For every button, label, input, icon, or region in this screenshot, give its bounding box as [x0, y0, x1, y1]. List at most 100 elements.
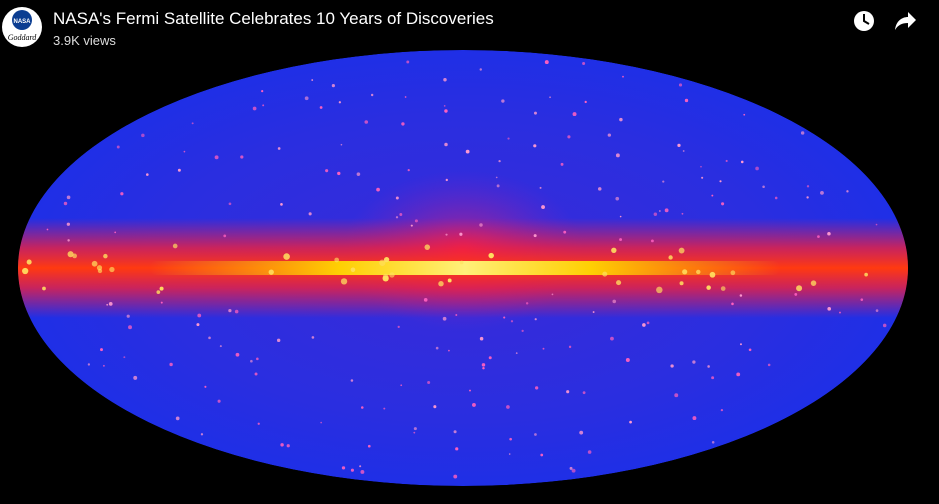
gamma-source [337, 171, 341, 176]
gamma-source [401, 122, 405, 126]
gamma-source [367, 444, 371, 448]
gamma-source [711, 194, 714, 197]
gamma-source [616, 280, 622, 286]
gamma-source [572, 112, 577, 117]
gamma-source [334, 257, 340, 263]
gamma-source [447, 278, 452, 283]
gamma-source [692, 360, 696, 364]
gamma-source [762, 185, 765, 189]
gamma-source [506, 405, 510, 409]
gamma-source [103, 364, 105, 367]
gamma-source [611, 247, 617, 253]
gamma-source [156, 290, 161, 294]
sky-map [18, 50, 908, 486]
gamma-source [592, 311, 595, 313]
gamma-source [413, 431, 416, 434]
gamma-source [364, 120, 369, 124]
gamma-source [370, 93, 374, 97]
gamma-source [325, 169, 329, 173]
gamma-source [146, 173, 149, 176]
gamma-source [133, 375, 138, 380]
gamma-source [736, 372, 741, 377]
gamma-source [515, 352, 518, 354]
gamma-source [100, 348, 103, 352]
gamma-source [615, 153, 620, 158]
gamma-source [106, 303, 109, 306]
gamma-source [533, 144, 537, 148]
gamma-source [488, 356, 492, 360]
gamma-source [433, 405, 437, 409]
gamma-source [629, 420, 632, 424]
gamma-source [379, 259, 386, 266]
gamma-source [219, 345, 222, 348]
gamma-source [400, 384, 403, 387]
gamma-source [120, 192, 124, 196]
channel-logo[interactable]: NASA Goddard [2, 7, 42, 47]
share-button[interactable] [895, 12, 916, 30]
gamma-source [597, 187, 602, 191]
gamma-source [563, 230, 567, 234]
video-title[interactable]: NASA's Fermi Satellite Celebrates 10 Yea… [53, 9, 494, 28]
gamma-source [177, 168, 181, 172]
gamma-source [286, 444, 290, 448]
gamma-source [882, 323, 887, 328]
gamma-source [228, 202, 232, 206]
gamma-source [444, 109, 448, 113]
gamma-source [542, 347, 545, 350]
gamma-source [794, 293, 798, 296]
gamma-source [276, 338, 281, 343]
gamma-source [410, 224, 413, 227]
gamma-source [123, 356, 126, 359]
gamma-source [435, 346, 439, 350]
gamma-source [414, 219, 418, 223]
gamma-source [501, 99, 505, 103]
gamma-source [488, 252, 494, 259]
gamma-source [539, 186, 542, 189]
gamma-source [612, 299, 617, 304]
gamma-source [521, 329, 524, 333]
clock-hands [863, 14, 870, 25]
gamma-source [406, 60, 410, 64]
gamma-source [535, 386, 539, 390]
gamma-source [469, 389, 471, 392]
gamma-source [338, 101, 341, 104]
gamma-source [126, 314, 130, 318]
gamma-source [204, 385, 207, 388]
gamma-source [584, 100, 587, 104]
gamma-source [711, 441, 715, 444]
gamma-source [175, 416, 180, 421]
gamma-source [22, 267, 29, 275]
gamma-source [739, 294, 743, 297]
gamma-source [67, 239, 70, 242]
gamma-source [479, 336, 484, 341]
gamma-source [256, 357, 259, 361]
gamma-source [510, 320, 514, 323]
gamma-source [743, 113, 746, 116]
gamma-source [360, 470, 365, 474]
gamma-source [662, 180, 665, 183]
gamma-source [413, 427, 417, 431]
watch-later-button[interactable] [854, 11, 874, 31]
gamma-source [404, 96, 407, 98]
gamma-source [424, 244, 431, 250]
gamma-source [254, 372, 258, 376]
gamma-source [796, 285, 803, 292]
gamma-source [304, 96, 309, 101]
gamma-source [839, 311, 841, 314]
gamma-source [602, 271, 608, 277]
gamma-source [453, 474, 458, 479]
gamma-source [169, 362, 173, 367]
gamma-source [66, 195, 71, 200]
gamma-source [320, 421, 322, 424]
gamma-source [423, 298, 428, 302]
gamma-source [455, 447, 459, 451]
gamma-source [200, 433, 204, 436]
gamma-source [356, 172, 361, 176]
gamma-source [706, 285, 711, 290]
gamma-source [159, 286, 164, 291]
gamma-source [508, 453, 511, 455]
gamma-source [42, 286, 46, 291]
gamma-source [622, 75, 624, 78]
gamma-source [479, 68, 482, 71]
